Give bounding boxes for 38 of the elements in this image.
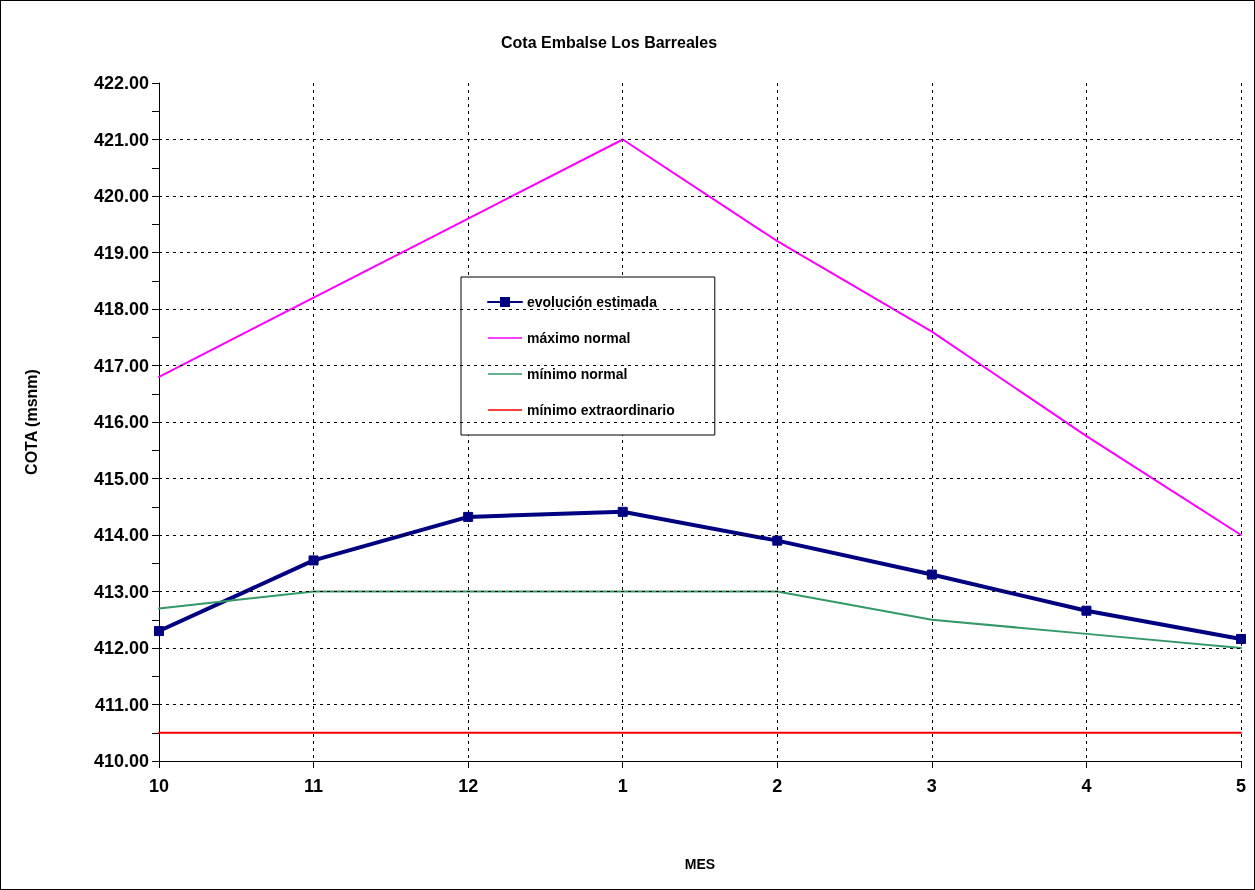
x-tick-label: 4 bbox=[1081, 776, 1092, 796]
x-tick-label: 2 bbox=[772, 776, 783, 796]
x-axis-title: MES bbox=[684, 856, 716, 872]
y-tick-label: 420.00 bbox=[93, 186, 149, 206]
point bbox=[617, 506, 628, 517]
y-tick-label: 414.00 bbox=[93, 525, 149, 545]
y-tick-label: 415.00 bbox=[93, 468, 149, 489]
y-tick-label: 422.00 bbox=[93, 73, 149, 93]
y-tick-label: 418.00 bbox=[93, 299, 149, 319]
point bbox=[463, 511, 474, 522]
y-tick-label: 410.00 bbox=[93, 751, 149, 771]
point bbox=[1081, 605, 1092, 616]
point bbox=[154, 626, 164, 637]
y-tick-label: 416.00 bbox=[93, 412, 149, 432]
y-tick-label: 419.00 bbox=[93, 242, 149, 263]
legend-label: máximo normal bbox=[527, 330, 631, 346]
y-axis-title: COTA (msnm) bbox=[22, 369, 40, 475]
x-tick-label: 11 bbox=[304, 776, 324, 796]
y-tick-label: 413.00 bbox=[93, 581, 149, 602]
legend-label: evolución estimada bbox=[527, 294, 658, 310]
x-tick-label: 12 bbox=[458, 776, 479, 796]
point bbox=[308, 555, 319, 566]
x-tick-label: 3 bbox=[926, 776, 937, 796]
line-series bbox=[158, 590, 1242, 649]
x-tick-label: 1 bbox=[617, 776, 628, 796]
legend-label: mínimo extraordinario bbox=[527, 402, 675, 418]
point bbox=[926, 569, 937, 580]
point bbox=[1236, 633, 1246, 644]
y-tick-label: 412.00 bbox=[93, 638, 149, 658]
y-tick-label: 411.00 bbox=[94, 694, 149, 715]
y-tick-label: 417.00 bbox=[93, 355, 149, 376]
point bbox=[772, 535, 783, 546]
x-tick-label: 10 bbox=[148, 776, 170, 796]
line-series bbox=[158, 138, 1242, 536]
chart-title: Cota Embalse Los Barreales bbox=[501, 33, 718, 51]
legend-label: mínimo normal bbox=[527, 366, 628, 382]
y-tick-label: 421.00 bbox=[93, 129, 149, 150]
x-tick-label: 5 bbox=[1235, 776, 1247, 796]
